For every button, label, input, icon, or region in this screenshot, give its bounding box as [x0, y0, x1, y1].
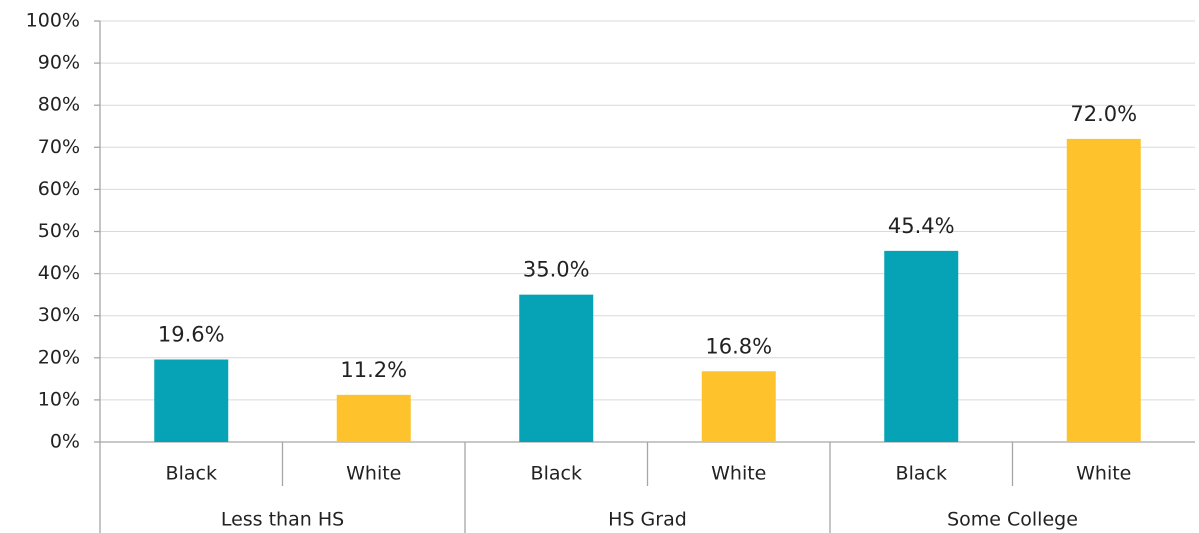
- bar: [884, 250, 959, 442]
- data-label: 35.0%: [523, 258, 590, 282]
- group-label: Some College: [947, 509, 1078, 531]
- y-tick-label: 80%: [38, 94, 80, 116]
- y-tick-label: 30%: [38, 304, 80, 326]
- y-tick-label: 40%: [38, 262, 80, 284]
- y-tick-label: 10%: [38, 388, 80, 410]
- bar: [336, 394, 411, 442]
- data-label: 16.8%: [705, 334, 772, 358]
- bar: [1066, 138, 1141, 442]
- y-tick-label: 60%: [38, 178, 80, 200]
- data-label: 45.4%: [888, 214, 955, 238]
- group-label: HS Grad: [608, 509, 687, 531]
- y-tick-label: 20%: [38, 346, 80, 368]
- y-tick-label: 100%: [26, 10, 80, 32]
- bar: [154, 359, 229, 442]
- bar: [519, 294, 594, 442]
- y-tick-label: 0%: [50, 431, 80, 453]
- bar: [701, 371, 776, 442]
- y-tick-label: 70%: [38, 136, 80, 158]
- data-label: 11.2%: [340, 358, 407, 382]
- x-tick-label: Black: [166, 463, 217, 485]
- data-label: 72.0%: [1070, 102, 1137, 126]
- data-label: 19.6%: [158, 322, 225, 346]
- y-tick-label: 90%: [38, 52, 80, 74]
- x-tick-label: White: [1076, 463, 1131, 485]
- group-label: Less than HS: [221, 509, 344, 531]
- x-tick-label: White: [711, 463, 766, 485]
- x-tick-label: White: [346, 463, 401, 485]
- x-tick-label: Black: [896, 463, 947, 485]
- y-tick-label: 50%: [38, 220, 80, 242]
- x-tick-label: Black: [531, 463, 582, 485]
